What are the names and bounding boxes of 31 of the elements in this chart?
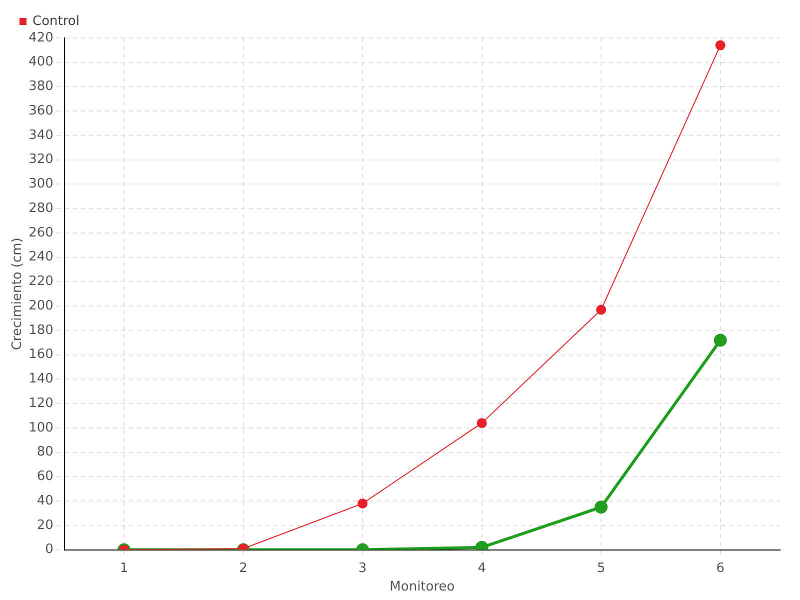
y-tick-label: 260 bbox=[28, 225, 54, 240]
x-tick-label: 5 bbox=[596, 560, 606, 576]
y-tick-label: 20 bbox=[36, 518, 54, 533]
legend-label: Control bbox=[32, 14, 80, 29]
y-tick-label: 320 bbox=[28, 152, 54, 168]
x-tick-label: 1 bbox=[120, 560, 128, 576]
y-tick-label: 280 bbox=[28, 200, 54, 216]
y-tick-label: 220 bbox=[28, 274, 54, 290]
y-tick-label: 400 bbox=[28, 54, 54, 70]
x-tick-label: 6 bbox=[716, 560, 725, 576]
y-tick-label: 340 bbox=[28, 128, 54, 143]
y-tick-label: 40 bbox=[36, 493, 54, 508]
y-tick-label: 80 bbox=[36, 444, 54, 460]
x-axis-title: Monitoreo bbox=[390, 580, 455, 595]
y-tick-label: 200 bbox=[28, 298, 54, 314]
y-tick-label: 360 bbox=[28, 103, 54, 118]
y-axis-title: Crecimiento (cm) bbox=[10, 238, 26, 350]
y-tick-label: 140 bbox=[28, 372, 54, 387]
y-tick-label: 420 bbox=[28, 30, 54, 46]
y-tick-label: 240 bbox=[28, 250, 54, 265]
y-tick-label: 180 bbox=[28, 322, 54, 338]
y-tick-label: 120 bbox=[28, 396, 54, 411]
y-tick-label: 160 bbox=[28, 347, 54, 362]
x-tick-label: 2 bbox=[239, 560, 248, 576]
x-tick-label: 3 bbox=[358, 560, 367, 576]
y-tick-label: 300 bbox=[28, 176, 54, 192]
y-tick-label: 100 bbox=[28, 420, 54, 436]
y-tick-label: 0 bbox=[45, 542, 54, 558]
x-tick-label: 4 bbox=[478, 560, 486, 576]
y-tick-label: 60 bbox=[36, 469, 54, 484]
y-tick-label: 380 bbox=[28, 79, 54, 94]
